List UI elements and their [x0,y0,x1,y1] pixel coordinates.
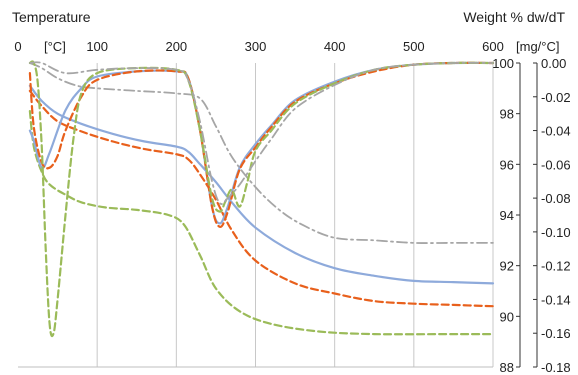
series-lines [28,60,495,338]
weight-curve-2 [28,89,495,308]
x-tick-label: 500 [403,39,425,54]
dwdt-tick-label: -0.06 [541,157,571,172]
dwdt-tick-label: -0.12 [541,259,571,274]
dwdt-curve-3 [28,60,495,338]
weight-tick-label: 94 [500,208,514,223]
x-tick-label: 100 [86,39,108,54]
x-unit-label: [°C] [44,39,66,54]
dwdt-curve-4 [29,61,494,205]
dwdt-tick-label: -0.16 [541,326,571,341]
weight-axis: 100 98 96 94 92 90 88 [492,56,521,375]
weight-tick-label: 96 [500,157,514,172]
dwdt-tick-label: 0.00 [541,56,566,71]
weight-tick-label: 92 [500,259,514,274]
x-tick-label: 200 [165,39,187,54]
weight-tick-label: 98 [500,107,514,122]
weight-tick-label: 88 [500,360,514,375]
weight-tick-label: 100 [492,56,514,71]
weight-curve-4 [29,62,494,244]
dwdt-tick-label: -0.18 [541,360,571,375]
gridlines [18,63,494,368]
dwdt-tick-label: -0.04 [541,124,571,139]
dwdt-curve-2 [28,61,495,228]
dwdt-tick-label: -0.10 [541,225,571,240]
x-tick-label: 400 [324,39,346,54]
dwdt-tick-label: -0.14 [541,292,571,307]
temperature-title: Temperature [12,9,91,25]
dwdt-axis: 0.00 -0.02 -0.04 -0.06 -0.08 -0.10 -0.12 -0.14 -… [533,56,571,375]
dwdt-unit-label: [mg/°C] [516,39,559,54]
x-tick-label: 0 [14,39,21,54]
dwdt-tick-label: -0.08 [541,191,571,206]
x-tick-label: 300 [245,39,267,54]
weight-tick-label: 90 [500,309,514,324]
dwdt-tick-label: -0.02 [541,90,571,105]
weight-curve-3 [28,110,495,336]
weight-dwdt-title: Weight % dw/dT [463,9,565,25]
x-tick-label: 600 [482,39,504,54]
weight-curve-1 [28,84,495,285]
x-tick-labels: 0 100 200 300 400 500 600 [14,39,503,54]
